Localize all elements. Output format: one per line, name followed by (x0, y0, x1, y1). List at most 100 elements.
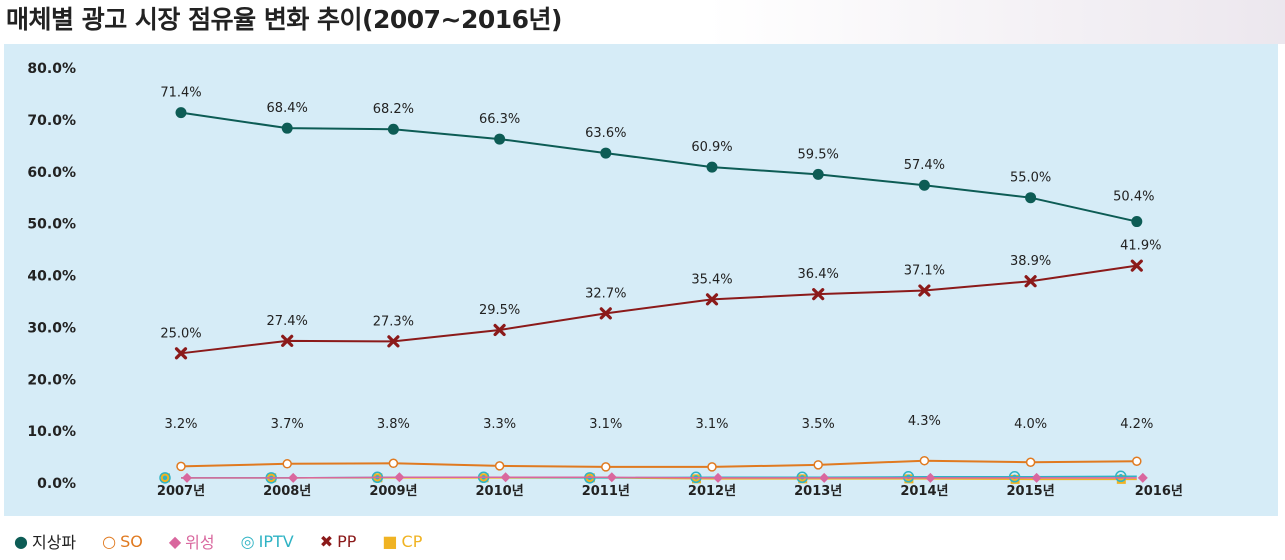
data-label-지상파: 68.2% (373, 102, 414, 117)
x-tick-label: 2009년 (369, 484, 417, 499)
data-point-SO (813, 460, 823, 470)
data-point-지상파 (600, 147, 612, 159)
y-tick-label: 70.0% (27, 113, 76, 129)
data-label-SO: 3.7% (271, 417, 304, 432)
legend-label: 지상파 (31, 533, 77, 552)
series-line-위성 (181, 476, 1137, 479)
x-tick-label: 2014년 (900, 484, 948, 499)
legend-symbol-icon: ● (14, 531, 28, 551)
data-label-SO: 3.8% (377, 417, 410, 432)
data-point-위성 (819, 472, 830, 483)
data-point-IPTV (162, 475, 168, 481)
data-label-PP: 27.3% (373, 314, 414, 329)
legend-symbol-icon: ✖ (319, 531, 334, 551)
data-label-지상파: 57.4% (904, 158, 945, 173)
data-point-SO (494, 461, 505, 471)
data-label-PP: 27.4% (267, 314, 308, 329)
data-label-지상파: 55.0% (1010, 171, 1051, 186)
legend-symbol-icon: ◎ (240, 531, 255, 551)
legend-item: ● 지상파 (14, 529, 76, 553)
data-point-PP (387, 335, 400, 348)
legend-item: ■ CP (382, 532, 422, 551)
x-tick-label: 2013년 (794, 484, 842, 499)
legend-label: SO (120, 531, 143, 551)
legend-item: ○ SO (102, 532, 143, 551)
data-point-지상파 (175, 107, 187, 119)
data-point-위성 (713, 472, 723, 483)
data-point-위성 (606, 472, 617, 483)
data-label-SO: 4.0% (1014, 417, 1047, 432)
data-label-PP: 37.1% (904, 264, 945, 279)
chart-legend: ● 지상파 ○ SO ◆ 위성 ◎ IPTV ✖ PP ■ CP (14, 528, 448, 554)
data-point-PP (1024, 275, 1037, 288)
data-label-SO: 3.5% (802, 417, 835, 432)
x-tick-label: 2010년 (476, 484, 524, 499)
data-label-SO: 3.2% (164, 417, 197, 432)
data-label-PP: 35.4% (691, 272, 732, 287)
legend-symbol-icon: ■ (382, 531, 398, 551)
data-label-지상파: 66.3% (479, 112, 520, 127)
data-label-SO: 3.1% (695, 417, 728, 432)
x-tick-label: 2016년 (1135, 484, 1183, 499)
data-point-IPTV (159, 472, 171, 484)
y-tick-label: 50.0% (27, 217, 76, 233)
data-point-SO (601, 462, 611, 472)
data-point-위성 (925, 472, 936, 483)
data-point-SO (707, 462, 717, 472)
data-point-지상파 (281, 122, 293, 134)
x-tick-label: 2011년 (582, 484, 630, 499)
data-point-지상파 (494, 133, 506, 145)
data-point-PP (812, 288, 825, 301)
data-point-위성 (1031, 472, 1042, 483)
data-point-위성 (182, 472, 192, 483)
plot-area (4, 44, 1278, 516)
data-point-SO (919, 455, 930, 466)
data-label-SO: 3.3% (483, 417, 516, 432)
data-point-PP (705, 293, 719, 306)
series-line-PP (180, 264, 1137, 355)
data-point-지상파 (706, 161, 718, 173)
data-point-위성 (288, 472, 299, 483)
data-label-지상파: 60.9% (691, 140, 732, 155)
y-tick-label: 30.0% (27, 320, 76, 336)
x-tick-label: 2008년 (263, 484, 311, 499)
data-point-PP (918, 284, 931, 297)
data-point-지상파 (387, 123, 399, 135)
data-label-SO: 4.2% (1120, 417, 1153, 432)
header-band (0, 0, 1285, 44)
data-point-IPTV (902, 471, 915, 483)
data-label-SO: 4.3% (908, 414, 941, 429)
data-point-PP (599, 307, 612, 320)
data-point-IPTV (1115, 470, 1127, 483)
data-point-PP (281, 334, 294, 347)
data-point-위성 (1137, 472, 1148, 483)
data-point-지상파 (812, 168, 824, 180)
legend-label: PP (337, 531, 357, 551)
data-label-지상파: 59.5% (798, 147, 839, 162)
data-point-SO (388, 458, 399, 469)
data-point-지상파 (1025, 192, 1037, 204)
data-point-PP (174, 347, 188, 360)
data-label-PP: 29.5% (479, 303, 520, 318)
data-label-PP: 41.9% (1120, 239, 1161, 254)
data-point-SO (282, 459, 292, 469)
data-point-SO (1132, 456, 1142, 466)
y-tick-label: 40.0% (27, 269, 76, 285)
data-label-지상파: 71.4% (160, 86, 201, 101)
data-label-PP: 36.4% (798, 267, 839, 282)
data-point-SO (176, 461, 186, 472)
data-label-PP: 25.0% (160, 326, 201, 341)
legend-item: ◆ 위성 (169, 529, 215, 553)
data-point-PP (1130, 259, 1143, 272)
legend-label: IPTV (258, 531, 294, 551)
data-label-SO: 3.1% (589, 417, 622, 432)
data-point-CP (1010, 474, 1020, 484)
data-label-지상파: 63.6% (585, 126, 626, 141)
chart-title: 매체별 광고 시장 점유율 변화 추이(2007~2016년) (6, 5, 562, 34)
legend-label: CP (401, 531, 423, 551)
legend-symbol-icon: ◆ (168, 531, 182, 551)
y-tick-label: 20.0% (27, 372, 76, 388)
data-point-위성 (500, 472, 511, 483)
data-label-지상파: 50.4% (1113, 190, 1154, 205)
